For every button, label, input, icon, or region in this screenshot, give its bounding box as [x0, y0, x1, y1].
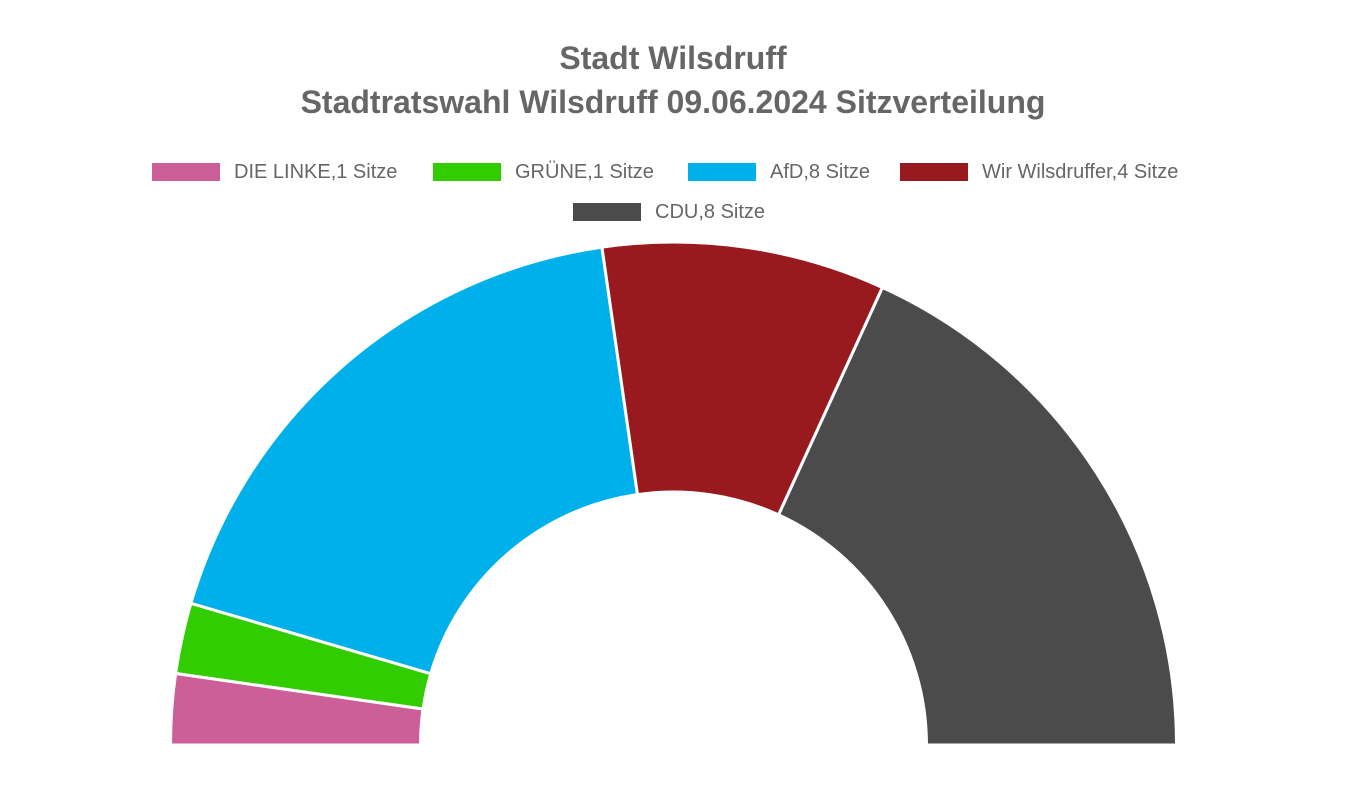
chart-subtitle: Stadtratswahl Wilsdruff 09.06.2024 Sitzv… [300, 84, 1046, 120]
slice-wir-wilsdruffer[interactable] [600, 240, 885, 517]
slice-cdu[interactable] [776, 285, 1179, 747]
legend-swatch-wir-wilsdruffer [900, 163, 968, 181]
slice-afd[interactable] [189, 245, 640, 676]
legend-label-cdu: CDU,8 Sitze [655, 200, 766, 223]
legend-label-afd: AfD,8 Sitze [770, 160, 871, 183]
legend-swatch-gruene [433, 163, 501, 181]
legend-swatch-die-linke [152, 163, 220, 181]
legend: DIE LINKE,1 Sitze GRÜNE,1 Sitze AfD,8 Si… [0, 0, 1346, 240]
legend-item-gruene[interactable]: GRÜNE,1 Sitze [433, 160, 654, 184]
legend-label-die-linke: DIE LINKE,1 Sitze [234, 160, 398, 183]
legend-label-wir-wilsdruffer: Wir Wilsdruffer,4 Sitze [982, 160, 1179, 183]
legend-label-gruene: GRÜNE,1 Sitze [515, 160, 654, 183]
legend-item-afd[interactable]: AfD,8 Sitze [688, 160, 870, 184]
legend-swatch-afd [688, 163, 756, 181]
legend-item-cdu[interactable]: CDU,8 Sitze [573, 200, 765, 224]
legend-swatch-cdu [573, 203, 641, 221]
chart-title: Stadt Wilsdruff [559, 40, 787, 76]
legend-item-die-linke[interactable]: DIE LINKE,1 Sitze [152, 160, 397, 184]
legend-item-wir-wilsdruffer[interactable]: Wir Wilsdruffer,4 Sitze [900, 160, 1178, 184]
chart-baseline-mask [0, 746, 1346, 802]
